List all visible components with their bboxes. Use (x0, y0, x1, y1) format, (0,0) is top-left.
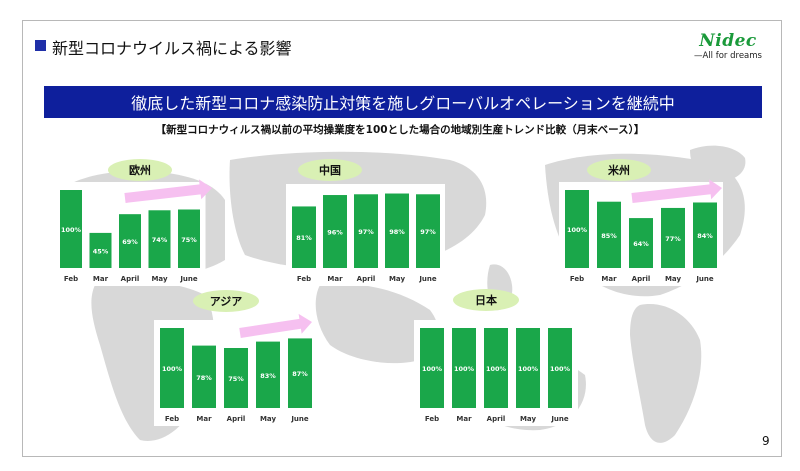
bar-value-label: 100% (61, 226, 82, 234)
category-label: June (290, 415, 309, 423)
category-label: May (260, 415, 276, 423)
category-label: June (695, 275, 714, 283)
chart-subtitle: 【新型コロナウィルス禍以前の平均操業度を100とした場合の地域別生産トレンド比較… (155, 124, 645, 136)
bar-value-label: 69% (122, 238, 138, 246)
bar (256, 341, 280, 408)
category-label: Mar (327, 275, 343, 283)
bar (416, 194, 440, 268)
bar-value-label: 77% (665, 235, 681, 243)
region-label: 日本 (475, 293, 497, 307)
bar-value-label: 100% (422, 365, 443, 373)
category-label: Feb (570, 275, 584, 283)
bar-value-label: 84% (697, 232, 713, 240)
bar-value-label: 87% (292, 370, 308, 378)
category-label: Mar (601, 275, 617, 283)
logo-tagline: —All for dreams (694, 51, 762, 61)
category-label: April (487, 415, 506, 423)
category-label: Feb (64, 275, 78, 283)
category-label: April (357, 275, 376, 283)
bar (452, 328, 476, 408)
bar-value-label: 97% (420, 228, 436, 236)
bar (119, 214, 141, 268)
bar (160, 328, 184, 408)
bar (420, 328, 444, 408)
bar-value-label: 96% (327, 229, 343, 237)
bar (288, 338, 312, 408)
bar-value-label: 98% (389, 228, 405, 236)
category-label: April (632, 275, 651, 283)
category-label: Mar (456, 415, 472, 423)
region-label: 米州 (607, 163, 630, 177)
region-label-bubble (298, 159, 362, 181)
category-label: Feb (425, 415, 439, 423)
bar (597, 201, 621, 268)
category-label: Mar (93, 275, 109, 283)
bar (224, 348, 248, 408)
bar-value-label: 78% (196, 374, 212, 382)
bar (629, 218, 653, 268)
category-label: Mar (196, 415, 212, 423)
bar-value-label: 75% (228, 375, 244, 383)
bar-value-label: 100% (162, 365, 183, 373)
region-label-bubble (193, 290, 259, 312)
bar (178, 209, 200, 268)
bar-value-label: 97% (358, 228, 374, 236)
page-number: 9 (762, 434, 770, 448)
bar (484, 328, 508, 408)
region-label: 欧州 (129, 163, 151, 177)
region-label-bubble (108, 159, 172, 181)
category-label: April (121, 275, 140, 283)
bar (385, 193, 409, 268)
bar-value-label: 100% (518, 365, 539, 373)
trend-arrow (239, 313, 312, 338)
bar (323, 195, 347, 268)
category-label: June (179, 275, 198, 283)
bar (60, 190, 82, 268)
region-label-bubble (453, 289, 519, 311)
bar-value-label: 100% (454, 365, 475, 373)
bar (354, 194, 378, 268)
slide-title: 新型コロナウイルス禍による影響 (52, 39, 292, 58)
logo-wordmark: Nidec (699, 31, 757, 51)
bar (693, 202, 717, 268)
category-label: June (550, 415, 569, 423)
bar-value-label: 100% (550, 365, 571, 373)
bar (548, 328, 572, 408)
bar (89, 232, 112, 268)
category-label: May (665, 275, 681, 283)
trend-arrow (124, 179, 212, 203)
region-label-bubble (587, 159, 651, 181)
bar-value-label: 74% (152, 236, 168, 244)
bar-value-label: 45% (93, 247, 109, 255)
bar-value-label: 100% (486, 365, 507, 373)
category-label: May (520, 415, 536, 423)
category-label: May (389, 275, 405, 283)
bar-value-label: 81% (296, 234, 312, 242)
trend-arrow (631, 179, 722, 203)
region-label: アジア (210, 295, 243, 308)
title-marker (35, 40, 46, 51)
bar (292, 206, 316, 268)
bar-value-label: 85% (601, 232, 617, 240)
bar-value-label: 64% (633, 240, 649, 248)
bar-value-label: 83% (260, 372, 276, 380)
bar (192, 345, 216, 408)
region-label: 中国 (319, 163, 341, 177)
headline-banner: 徹底した新型コロナ感染防止対策を施しグローバルオペレーションを継続中 (44, 86, 762, 118)
bar-value-label: 75% (181, 236, 197, 244)
bar (516, 328, 540, 408)
category-label: Feb (297, 275, 311, 283)
nidec-logo: Nidec —All for dreams (688, 32, 768, 66)
category-label: Feb (165, 415, 179, 423)
category-label: May (151, 275, 167, 283)
bar (661, 207, 685, 268)
bar (148, 210, 171, 268)
category-label: June (418, 275, 437, 283)
bar-value-label: 100% (567, 226, 588, 234)
headline-banner-text: 徹底した新型コロナ感染防止対策を施しグローバルオペレーションを継続中 (131, 94, 675, 113)
category-label: April (227, 415, 246, 423)
bar (565, 190, 589, 268)
